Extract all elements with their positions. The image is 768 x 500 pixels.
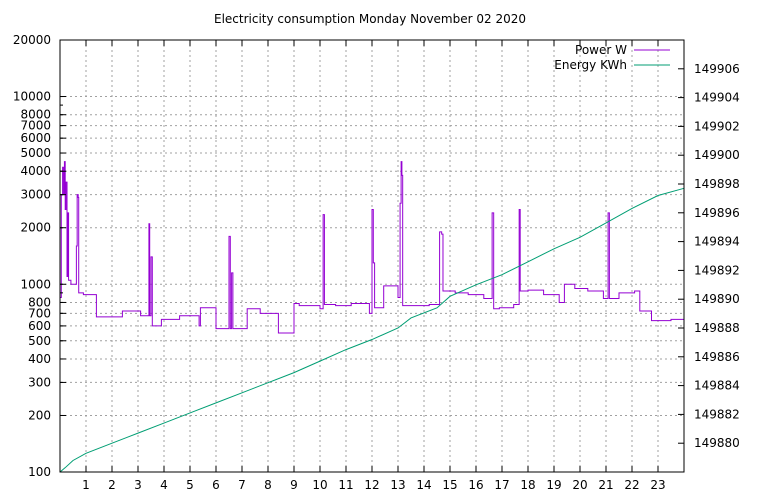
y2-tick-label: 149896 xyxy=(694,206,740,220)
y2-tick-label: 149902 xyxy=(694,119,740,133)
y-tick-label: 700 xyxy=(28,306,51,320)
x-tick-label: 1 xyxy=(82,478,90,492)
y-tick-label: 400 xyxy=(28,352,51,366)
y2-tick-label: 149894 xyxy=(694,235,740,249)
x-tick-label: 17 xyxy=(494,478,509,492)
y-tick-label: 200 xyxy=(28,408,51,422)
x-tick-label: 4 xyxy=(160,478,168,492)
y2-tick-label: 149898 xyxy=(694,177,740,191)
x-tick-label: 21 xyxy=(598,478,613,492)
y-tick-label: 3000 xyxy=(20,188,51,202)
y2-tick-label: 149904 xyxy=(694,91,740,105)
y-axis-right: 149880 149882 149884 149886 149888 149890 1498… xyxy=(678,62,740,450)
x-tick-label: 16 xyxy=(468,478,483,492)
x-tick-label: 2 xyxy=(108,478,116,492)
y-tick-label: 500 xyxy=(28,334,51,348)
y2-tick-label: 149886 xyxy=(694,350,740,364)
x-tick-label: 9 xyxy=(290,478,298,492)
y2-tick-label: 149906 xyxy=(694,62,740,76)
y-tick-label: 1000 xyxy=(20,277,51,291)
y-tick-label: 6000 xyxy=(20,131,51,145)
x-tick-label: 5 xyxy=(186,478,194,492)
y-tick-label: 5000 xyxy=(20,146,51,160)
grid-lines xyxy=(60,39,684,473)
x-tick-label: 19 xyxy=(546,478,561,492)
x-tick-label: 7 xyxy=(238,478,246,492)
y2-tick-label: 149884 xyxy=(694,379,740,393)
x-tick-label: 20 xyxy=(572,478,587,492)
y2-tick-label: 149892 xyxy=(694,263,740,277)
y2-tick-label: 149888 xyxy=(694,321,740,335)
y2-tick-label: 149890 xyxy=(694,292,740,306)
x-tick-label: 10 xyxy=(312,478,327,492)
legend-label: Energy KWh xyxy=(554,58,627,72)
x-axis: 1 2 3 4 5 6 7 8 9 10 11 12 13 14 15 16 17 18 19 20 21 22 23 xyxy=(82,40,666,492)
x-tick-label: 15 xyxy=(442,478,457,492)
x-tick-label: 22 xyxy=(624,478,639,492)
series-line-1 xyxy=(59,187,685,473)
y-tick-label: 7000 xyxy=(20,119,51,133)
y-tick-label: 8000 xyxy=(20,108,51,122)
y-tick-label: 100 xyxy=(28,465,51,479)
series-line-0 xyxy=(60,161,684,334)
y2-tick-label: 149900 xyxy=(694,148,740,162)
x-tick-label: 23 xyxy=(650,478,665,492)
y2-tick-label: 149882 xyxy=(694,407,740,421)
x-tick-label: 8 xyxy=(264,478,272,492)
x-tick-label: 6 xyxy=(212,478,220,492)
x-tick-label: 14 xyxy=(416,478,431,492)
x-tick-label: 3 xyxy=(134,478,142,492)
chart-title: Electricity consumption Monday November … xyxy=(214,12,526,26)
x-tick-label: 13 xyxy=(390,478,405,492)
x-tick-label: 11 xyxy=(338,478,353,492)
y-tick-label: 800 xyxy=(28,295,51,309)
y-tick-label: 2000 xyxy=(20,221,51,235)
y-tick-label: 4000 xyxy=(20,164,51,178)
legend-label: Power W xyxy=(575,43,627,57)
y-tick-label: 600 xyxy=(28,319,51,333)
x-tick-label: 18 xyxy=(520,478,535,492)
series-layer xyxy=(59,161,685,473)
x-tick-label: 12 xyxy=(364,478,379,492)
y-tick-label: 300 xyxy=(28,375,51,389)
y-tick-label: 20000 xyxy=(13,33,51,47)
y-tick-label: 10000 xyxy=(13,90,51,104)
y2-tick-label: 149880 xyxy=(694,436,740,450)
